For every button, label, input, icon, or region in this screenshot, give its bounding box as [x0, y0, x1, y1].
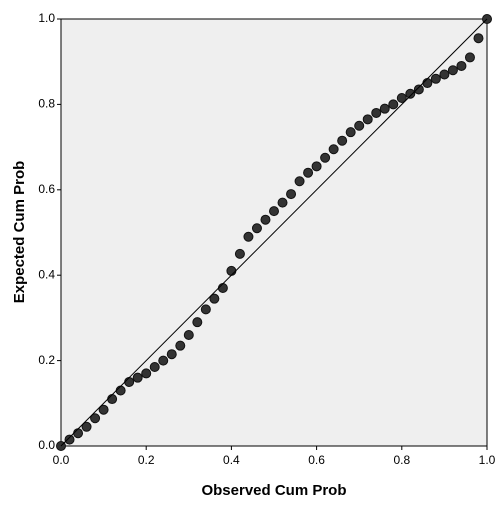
y-tick-label: 0.8 [38, 97, 55, 111]
x-tick-label: 1.0 [479, 453, 496, 467]
point [251, 223, 262, 234]
point [456, 60, 467, 71]
point [81, 421, 92, 432]
point [464, 52, 475, 63]
reference-line [60, 18, 488, 447]
point [430, 73, 441, 84]
point [311, 161, 322, 172]
point [64, 434, 75, 445]
point [98, 404, 109, 415]
point [413, 84, 424, 95]
point [175, 340, 186, 351]
point [132, 372, 143, 383]
point [107, 394, 118, 405]
y-tick-label: 0.0 [38, 438, 55, 452]
point [243, 231, 254, 242]
point [183, 329, 194, 340]
point [388, 99, 399, 110]
point [217, 283, 228, 294]
x-tick-label: 0.6 [308, 453, 325, 467]
point [328, 144, 339, 155]
point [209, 293, 220, 304]
point [90, 413, 101, 424]
point [234, 248, 245, 259]
point [115, 385, 126, 396]
point [226, 265, 237, 276]
point [362, 114, 373, 125]
x-tick-label: 0.2 [138, 453, 155, 467]
y-tick-label: 0.6 [38, 182, 55, 196]
point [422, 78, 433, 89]
point [200, 304, 211, 315]
point [337, 135, 348, 146]
y-tick-label: 0.2 [38, 353, 55, 367]
point [158, 355, 169, 366]
point [141, 368, 152, 379]
point [73, 428, 84, 439]
point [294, 176, 305, 187]
point [439, 69, 450, 80]
point [354, 120, 365, 131]
point [396, 92, 407, 103]
point [124, 376, 135, 387]
point [303, 167, 314, 178]
x-tick-label: 0.8 [393, 453, 410, 467]
plot-frame [60, 18, 488, 447]
point [166, 349, 177, 360]
point [379, 103, 390, 114]
y-axis-label: Expected Cum Prob [11, 161, 28, 304]
point [269, 206, 279, 217]
point [405, 88, 416, 99]
x-tick-label: 0.0 [53, 453, 70, 467]
point [320, 152, 331, 163]
x-tick-label: 0.4 [223, 453, 240, 467]
point [345, 127, 356, 138]
point [473, 33, 484, 44]
point [149, 362, 160, 373]
point [277, 197, 288, 208]
point [286, 189, 297, 200]
point [192, 317, 203, 328]
y-tick-label: 1.0 [38, 11, 55, 25]
point [260, 214, 271, 225]
y-tick-label: 0.4 [38, 267, 55, 281]
point [447, 65, 458, 76]
x-axis-label: Observed Cum Prob [201, 482, 346, 499]
point [371, 107, 382, 118]
